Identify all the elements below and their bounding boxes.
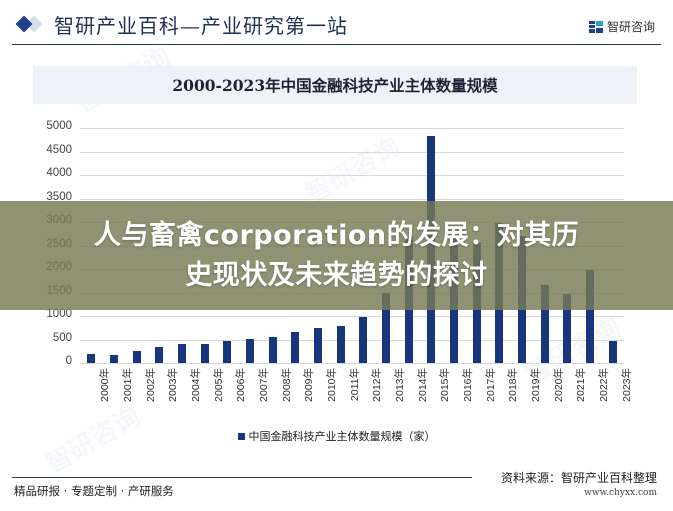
bar-2021年 [563,294,572,363]
brand-label: 智研咨询 [606,20,655,34]
legend-swatch-icon [237,432,245,440]
x-tick-label: 2001年 [122,368,134,402]
y-tick-label: 500 [52,331,72,344]
header-title: 智研产业百科—产业研究第一站 [54,14,348,38]
x-tick-label: 2002年 [144,368,157,402]
brand-logo-icon [588,20,603,34]
x-tick-label: 2020年 [552,368,565,402]
bar-2001年 [110,354,118,363]
y-tick-label: 4500 [46,143,72,156]
x-tick-label: 2004年 [190,368,202,402]
gridline [80,339,624,341]
y-tick-label: 4000 [46,167,72,179]
x-tick-label: 2007年 [258,368,270,402]
x-tick-label: 2009年 [303,368,316,402]
bar-2020年 [540,285,549,363]
page-header: 智研产业百科—产业研究第一站 智研咨询 [0,0,673,46]
chart-title: 2000-2023年中国金融科技产业主体数量规模 [172,76,498,95]
banner-title-line-2: 史现状及未来趋势的探讨 [185,259,488,291]
bar-2004年 [178,344,186,363]
legend: 中国金融科技产业主体数量规模（家） [0,428,673,444]
x-tick-label: 2019年 [530,368,542,402]
x-tick-label: 2016年 [462,368,474,402]
x-tick-label: 2013年 [394,368,406,402]
x-tick-label: 2011年 [348,368,361,402]
bar-2009年 [291,332,300,363]
x-tick-label: 2022年 [598,368,610,402]
x-tick-label: 2023年 [620,368,633,402]
gridline [80,316,624,317]
bar-2023年 [608,341,617,363]
y-tick-label: 0 [65,355,72,367]
title-banner: 人与畜禽corporation的发展：对其历 史现状及未来趋势的探讨 [0,201,673,310]
bar-2007年 [246,339,254,363]
y-tick-label: 5000 [46,120,72,132]
footer-tagline: 精品研报 · 专题定制 · 产研服务 [14,484,174,498]
bar-2010年 [314,328,322,363]
x-tick-label: 2008年 [280,368,293,402]
gridline [80,151,624,153]
bar-2022年 [586,270,594,363]
bar-2008年 [268,337,277,363]
website-url: www.chyxx.com [584,488,657,498]
x-tick-label: 2021年 [575,368,588,402]
gridline [80,128,624,129]
bar-2013年 [382,293,390,363]
x-tick-label: 2017年 [484,368,497,402]
footer-divider [12,477,472,478]
brand-logo: 智研咨询 [588,18,655,35]
banner-title-line-1: 人与畜禽corporation的发展：对其历 [93,219,580,251]
x-tick-label: 2015年 [439,368,452,402]
x-tick-label: 2005年 [212,368,225,402]
bar-2003年 [155,347,164,363]
bar-2011年 [336,326,345,363]
bar-2012年 [359,317,368,363]
chart-title-box: 2000-2023年中国金融科技产业主体数量规模 [33,66,637,104]
x-tick-label: 2000年 [99,368,112,402]
x-tick-label: 2018年 [507,368,520,402]
x-tick-label: 2003年 [167,368,180,402]
x-tick-label: 2012年 [371,368,384,402]
x-tick-label: 2010年 [326,368,338,402]
legend-label: 中国金融科技产业主体数量规模（家） [248,430,436,443]
x-tick-label: 2014年 [416,368,429,402]
bar-2002年 [132,351,141,363]
bar-2005年 [200,344,209,363]
bar-2006年 [223,341,232,363]
gridline [80,363,624,364]
y-tick-label: 1000 [46,308,72,320]
gridline [80,175,624,176]
bar-2000年 [87,354,96,363]
y-tick-label: 3500 [46,190,72,203]
x-tick-label: 2006年 [235,368,248,402]
gridline [80,198,624,200]
data-source: 资料来源：智研产业百科整理 [500,471,657,485]
header-divider [12,44,661,45]
diamond-bullet-icon [15,15,46,33]
